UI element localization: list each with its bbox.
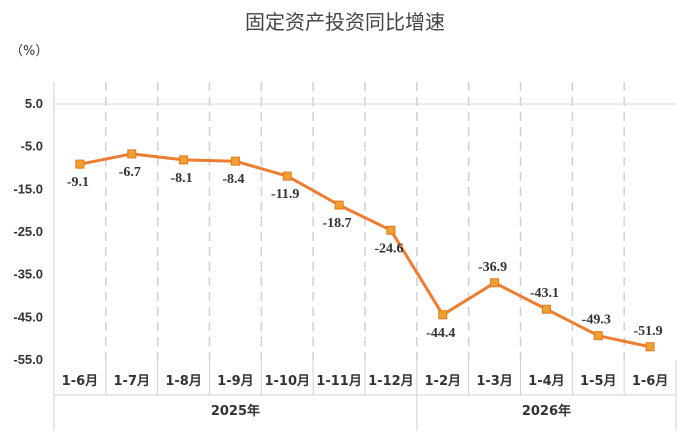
y-tick-label: -35.0 bbox=[13, 267, 43, 282]
data-label: -49.3 bbox=[582, 313, 611, 328]
axes bbox=[53, 82, 677, 431]
x-category-label: 1-5月 bbox=[580, 374, 617, 389]
y-tick-label: -55.0 bbox=[13, 352, 43, 367]
data-point-marker bbox=[179, 155, 189, 165]
data-label: -9.1 bbox=[67, 175, 89, 190]
x-category-label: 1-12月 bbox=[368, 374, 414, 389]
data-point-marker bbox=[75, 159, 85, 169]
data-point-marker bbox=[438, 310, 448, 320]
gridlines bbox=[54, 82, 676, 360]
y-tick-label: -15.0 bbox=[13, 181, 43, 196]
data-point-marker bbox=[593, 331, 603, 341]
series-line bbox=[79, 152, 651, 349]
x-axis-categories: 1-6月 1-7月 1-8月 1-9月 1-10月 1-11月 1-12月 1-2月 1-3月 1… bbox=[62, 374, 669, 419]
data-label: -18.7 bbox=[322, 216, 351, 231]
y-tick-label: -25.0 bbox=[13, 224, 43, 239]
data-label: -51.9 bbox=[633, 324, 662, 339]
y-tick-label: -5.0 bbox=[21, 139, 43, 154]
data-label: -24.6 bbox=[374, 241, 403, 256]
data-label: -11.9 bbox=[271, 187, 299, 202]
x-group-label: 2026年 bbox=[522, 403, 571, 419]
y-tick-label: 5.0 bbox=[25, 96, 43, 111]
series-fixed-asset-investment-growth bbox=[75, 149, 655, 352]
x-category-label: 1-9月 bbox=[217, 374, 254, 389]
x-category-label: 1-11月 bbox=[316, 374, 362, 389]
data-label: -43.1 bbox=[530, 286, 559, 301]
x-category-label: 1-4月 bbox=[528, 374, 565, 389]
y-axis-ticks: 5.0 -5.0 -15.0 -25.0 -35.0 -45.0 -55.0 bbox=[13, 96, 43, 367]
data-point-marker bbox=[282, 171, 292, 181]
data-point-marker bbox=[386, 225, 396, 235]
x-category-label: 1-10月 bbox=[264, 374, 310, 389]
x-category-label: 1-6月 bbox=[632, 374, 669, 389]
data-point-marker bbox=[334, 200, 344, 210]
data-label: -36.9 bbox=[478, 260, 507, 275]
data-label: -8.1 bbox=[170, 171, 192, 186]
x-category-label: 1-2月 bbox=[425, 374, 462, 389]
data-labels: -9.1 -6.7 -8.1 -8.4 -11.9 -18.7 -24.6 -44.4 -36.… bbox=[67, 165, 663, 341]
data-label: -44.4 bbox=[426, 326, 455, 341]
data-point-marker bbox=[127, 149, 137, 159]
data-label: -8.4 bbox=[222, 172, 244, 187]
y-axis-unit-label: （%） bbox=[10, 44, 48, 59]
data-point-marker bbox=[230, 156, 240, 166]
x-category-label: 1-8月 bbox=[165, 374, 202, 389]
x-category-label: 1-7月 bbox=[114, 374, 151, 389]
data-label: -6.7 bbox=[119, 165, 141, 180]
data-point-marker bbox=[490, 278, 500, 288]
data-point-marker bbox=[541, 304, 551, 314]
x-category-label: 1-6月 bbox=[62, 374, 99, 389]
chart-title: 固定资产投资同比增速 bbox=[245, 10, 445, 34]
x-category-label: 1-3月 bbox=[476, 374, 513, 389]
y-tick-label: -45.0 bbox=[13, 309, 43, 324]
x-group-label: 2025年 bbox=[211, 403, 260, 419]
data-point-marker bbox=[645, 342, 655, 352]
